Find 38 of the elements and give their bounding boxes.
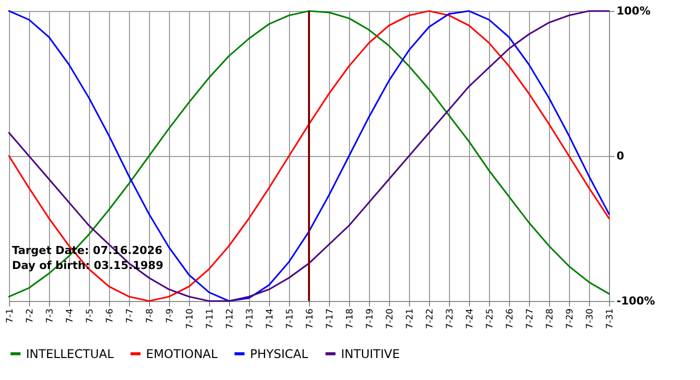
x-tick-label: 7-11 (206, 308, 216, 329)
legend-label: INTELLECTUAL (26, 346, 114, 361)
x-tick-label: 7-18 (346, 308, 356, 329)
x-tick-label: 7-27 (526, 308, 536, 329)
legend-label: EMOTIONAL (146, 346, 218, 361)
x-tick-label: 7-7 (126, 308, 136, 324)
x-tick-label: 7-14 (266, 308, 276, 329)
y-tick-label: 100% (616, 4, 650, 18)
x-tick-label: 7-4 (66, 308, 76, 324)
x-tick-label: 7-26 (506, 308, 516, 329)
x-tick-label: 7-10 (186, 308, 196, 329)
legend-label: PHYSICAL (250, 346, 308, 361)
x-tick-label: 7-21 (406, 308, 416, 329)
x-tick-label: 7-28 (546, 308, 556, 329)
x-tick-label: 7-23 (446, 308, 456, 329)
x-tick-label: 7-24 (466, 308, 476, 329)
x-tick-label: 7-22 (426, 308, 436, 329)
x-tick-label: 7-9 (166, 308, 176, 324)
x-tick-label: 7-31 (606, 308, 616, 329)
y-tick-label: -100% (616, 294, 656, 308)
x-tick-label: 7-8 (146, 308, 156, 324)
x-tick-label: 7-2 (26, 308, 36, 324)
legend-label: INTUITIVE (341, 346, 400, 361)
x-tick-label: 7-6 (106, 308, 116, 324)
x-tick-label: 7-20 (386, 308, 396, 329)
x-tick-label: 7-19 (366, 308, 376, 329)
x-tick-label: 7-3 (46, 308, 56, 324)
x-tick-label: 7-16 (306, 308, 316, 329)
x-tick-label: 7-1 (6, 308, 16, 324)
x-tick-label: 7-5 (86, 308, 96, 324)
x-tick-label: 7-30 (586, 308, 596, 329)
x-tick-label: 7-17 (326, 308, 336, 329)
x-tick-label: 7-29 (566, 308, 576, 329)
x-tick-label: 7-15 (286, 308, 296, 329)
x-tick-label: 7-13 (246, 308, 256, 329)
x-tick-label: 7-25 (486, 308, 496, 329)
y-tick-label: 0 (616, 150, 624, 162)
x-tick-label: 7-12 (226, 308, 236, 329)
